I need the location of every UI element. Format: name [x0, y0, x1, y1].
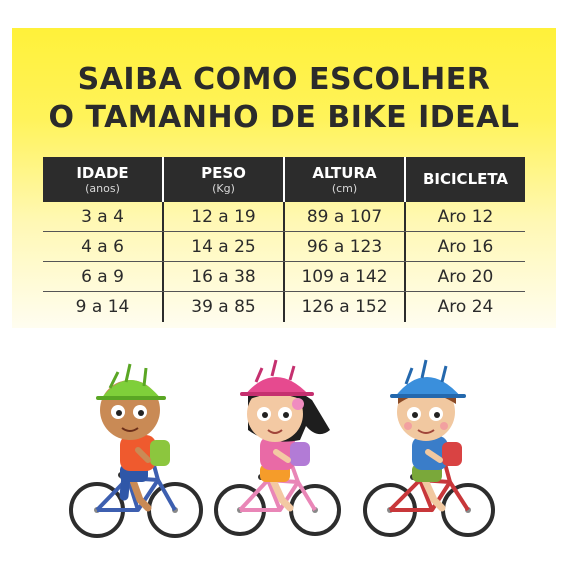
table-header: IDADE (anos) PESO (Kg) ALTURA (cm) BICIC…: [43, 157, 525, 202]
kids-on-bikes-illustration: [69, 359, 495, 538]
cell-altura: 96 a 123: [285, 232, 406, 261]
size-table: IDADE (anos) PESO (Kg) ALTURA (cm) BICIC…: [43, 157, 525, 322]
table-row: 6 a 9 16 a 38 109 a 142 Aro 20: [43, 262, 525, 292]
cell-idade: 4 a 6: [43, 232, 164, 261]
cell-peso: 14 a 25: [164, 232, 285, 261]
header-label: IDADE: [76, 163, 129, 182]
header-label: PESO: [201, 163, 246, 182]
header-peso: PESO (Kg): [164, 157, 285, 202]
cell-altura: 89 a 107: [285, 202, 406, 231]
cell-bicicleta: Aro 12: [437, 206, 494, 227]
kid-blue-helmet-illustration: [363, 359, 495, 537]
cell-altura: 109 a 142: [285, 262, 406, 291]
cell-peso: 16 a 38: [164, 262, 285, 291]
cell-peso: 12 a 19: [164, 202, 285, 231]
header-unit: (anos): [85, 181, 120, 195]
header-label: ALTURA: [312, 163, 377, 182]
cell-idade: 3 a 4: [43, 202, 164, 231]
header-label: BICICLETA: [422, 170, 509, 188]
page-title-line1: SAIBA COMO ESCOLHER: [77, 62, 491, 97]
cell-idade: 6 a 9: [43, 262, 164, 291]
header-idade: IDADE (anos): [43, 157, 164, 202]
table-row: 4 a 6 14 a 25 96 a 123 Aro 16: [43, 232, 525, 262]
cell-idade: 9 a 14: [43, 292, 164, 322]
table-row: 3 a 4 12 a 19 89 a 107 Aro 12: [43, 202, 525, 232]
header-altura: ALTURA (cm): [285, 157, 406, 202]
kid-green-helmet-illustration: [69, 363, 203, 538]
page-title-line2: O TAMANHO DE BIKE IDEAL: [48, 100, 520, 135]
header-bicicleta: BICICLETA: [406, 157, 525, 202]
cell-bicicleta: Aro 16: [437, 236, 494, 257]
header-unit: (Kg): [212, 181, 235, 195]
cell-peso: 39 a 85: [164, 292, 285, 322]
header-unit: (cm): [331, 181, 358, 195]
cell-altura: 126 a 152: [285, 292, 406, 322]
kid-pink-helmet-illustration: [214, 359, 341, 536]
cell-bicicleta: Aro 20: [437, 266, 494, 287]
cell-bicicleta: Aro 24: [437, 297, 494, 317]
table-row: 9 a 14 39 a 85 126 a 152 Aro 24: [43, 292, 525, 322]
